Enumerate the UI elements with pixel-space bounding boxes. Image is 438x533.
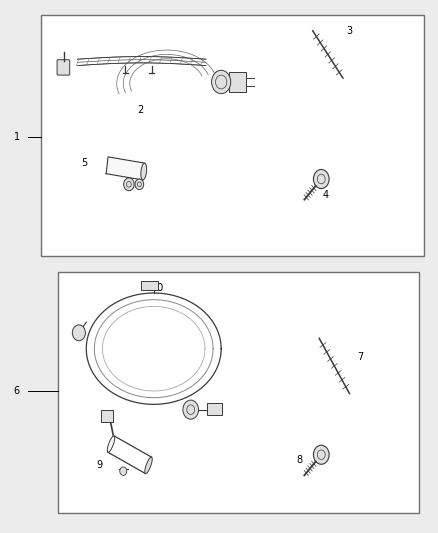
Circle shape — [120, 467, 127, 475]
Circle shape — [72, 325, 85, 341]
Text: 2: 2 — [138, 105, 144, 115]
Text: 5: 5 — [81, 158, 87, 168]
Circle shape — [135, 179, 144, 190]
Circle shape — [124, 178, 134, 191]
Text: 1: 1 — [14, 132, 20, 142]
Text: 8: 8 — [297, 455, 303, 465]
Bar — [141, 281, 158, 290]
Ellipse shape — [107, 436, 115, 453]
Circle shape — [212, 70, 231, 94]
Circle shape — [183, 400, 198, 419]
Text: 7: 7 — [357, 352, 364, 361]
Bar — [207, 403, 222, 415]
Circle shape — [314, 169, 329, 189]
Bar — [58, 272, 419, 513]
Text: 3: 3 — [346, 26, 353, 36]
Text: 4: 4 — [322, 190, 328, 200]
Text: 9: 9 — [96, 461, 102, 470]
Text: 10: 10 — [152, 282, 164, 293]
Bar — [41, 14, 424, 256]
Bar — [101, 410, 113, 422]
Text: 6: 6 — [14, 386, 20, 396]
Bar — [229, 72, 247, 92]
Ellipse shape — [141, 163, 147, 180]
Circle shape — [314, 445, 329, 464]
FancyBboxPatch shape — [57, 60, 70, 75]
Ellipse shape — [145, 457, 152, 474]
Polygon shape — [106, 157, 145, 180]
